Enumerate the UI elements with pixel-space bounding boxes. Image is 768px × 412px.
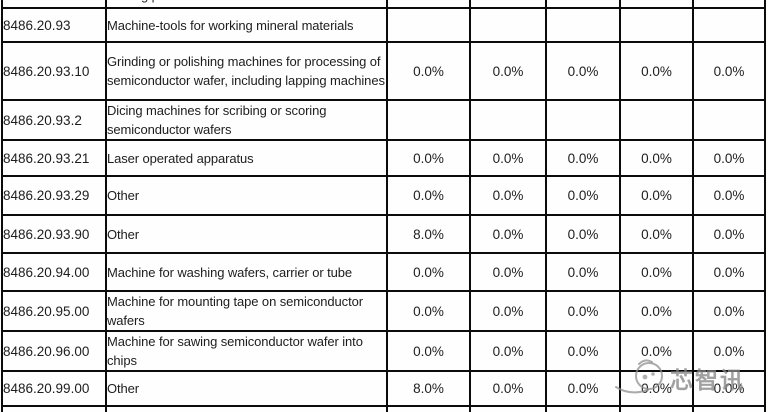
- rate-cell: 0.0%: [692, 370, 766, 407]
- rate-cell: [386, 0, 471, 9]
- rate-cell: [469, 99, 547, 141]
- rate-cell: 0.0%: [545, 252, 621, 292]
- code-cell: 8486.20.96.00: [1, 330, 107, 372]
- description-cell: Machine-tools for working mineral materi…: [105, 7, 388, 43]
- rate-cell: 0.0%: [619, 370, 694, 407]
- rate-cell: 0.0%: [692, 41, 766, 101]
- description-cell: Machine for mounting tape on semiconduct…: [105, 290, 388, 332]
- rate-cell: 0.0%: [386, 139, 471, 177]
- description-cell: Laser operated apparatus: [105, 139, 388, 177]
- rate-cell: 0.0%: [469, 290, 547, 332]
- code-cell: 8486.20.93.2: [1, 99, 107, 141]
- rate-cell: 0.0%: [386, 175, 471, 216]
- code-cell: 8486.20.93: [1, 7, 107, 43]
- rate-cell: 0.0%: [619, 214, 694, 254]
- rate-cell: [692, 0, 766, 9]
- table-row: 8486.20.93 Machine-tools for working min…: [1, 7, 766, 43]
- rate-cell: [545, 0, 621, 9]
- rate-cell: 0.0%: [692, 252, 766, 292]
- description-cell: Other: [105, 214, 388, 254]
- rate-cell: 0.0%: [386, 330, 471, 372]
- rate-cell: 0.0%: [545, 330, 621, 372]
- rate-cell: 0.0%: [619, 290, 694, 332]
- rate-cell: [692, 405, 766, 412]
- rate-cell: [545, 405, 621, 412]
- description-cell: Grinding or polishing machines for proce…: [105, 41, 388, 101]
- code-cell: 8486.20.95.00: [1, 290, 107, 332]
- description-cell: Machine for washing wafers, carrier or t…: [105, 252, 388, 292]
- rate-cell: [692, 99, 766, 141]
- clipped-text-fragment: g p: [141, 0, 159, 5]
- rate-cell: 0.0%: [692, 214, 766, 254]
- rate-cell: 0.0%: [619, 139, 694, 177]
- code-cell: 8486.20.94.00: [1, 252, 107, 292]
- table-row: 8486.20.93.21 Laser operated apparatus 0…: [1, 139, 766, 177]
- rate-cell: 0.0%: [386, 252, 471, 292]
- table-row: 8486.20.96.00 Machine for sawing semicon…: [1, 330, 766, 372]
- rate-cell: 0.0%: [386, 290, 471, 332]
- rate-cell: [619, 99, 694, 141]
- description-cell: [105, 405, 388, 412]
- code-cell: [1, 405, 107, 412]
- rate-cell: 0.0%: [469, 41, 547, 101]
- rate-cell: 0.0%: [619, 41, 694, 101]
- table-row-partial-bottom: [1, 405, 766, 412]
- rate-cell: 0.0%: [545, 139, 621, 177]
- rate-cell: [545, 99, 621, 141]
- table-row: 8486.20.94.00 Machine for washing wafers…: [1, 252, 766, 292]
- code-cell: 8486.20.93.21: [1, 139, 107, 177]
- description-cell: Other: [105, 175, 388, 216]
- table-row: 8486.20.99.00 Other 8.0% 0.0% 0.0% 0.0% …: [1, 370, 766, 407]
- table-row: 8486.20.93.29 Other 0.0% 0.0% 0.0% 0.0% …: [1, 175, 766, 216]
- description-cell: Dicing machines for scribing or scoring …: [105, 99, 388, 141]
- rate-cell: 0.0%: [545, 370, 621, 407]
- rate-cell: 0.0%: [469, 139, 547, 177]
- code-cell: 8486.20.93.29: [1, 175, 107, 216]
- rate-cell: [386, 7, 471, 43]
- rate-cell: 0.0%: [469, 330, 547, 372]
- table-row-partial-top: g p: [1, 0, 766, 9]
- rate-cell: [545, 7, 621, 43]
- rate-cell: [692, 7, 766, 43]
- rate-cell: [619, 0, 694, 9]
- rate-cell: 0.0%: [619, 252, 694, 292]
- rate-cell: 8.0%: [386, 370, 471, 407]
- code-cell: 8486.20.99.00: [1, 370, 107, 407]
- table-row: 8486.20.93.2 Dicing machines for scribin…: [1, 99, 766, 141]
- rate-cell: 0.0%: [386, 41, 471, 101]
- rate-cell: 0.0%: [619, 330, 694, 372]
- rate-cell: 0.0%: [545, 41, 621, 101]
- rate-cell: [469, 0, 547, 9]
- code-cell: 8486.20.93.10: [1, 41, 107, 101]
- rate-cell: [619, 7, 694, 43]
- code-cell: [1, 0, 107, 9]
- rate-cell: [619, 405, 694, 412]
- rate-cell: 0.0%: [545, 290, 621, 332]
- rate-cell: [469, 7, 547, 43]
- rate-cell: 0.0%: [469, 214, 547, 254]
- rate-cell: [469, 405, 547, 412]
- table-row: 8486.20.93.10 Grinding or polishing mach…: [1, 41, 766, 101]
- rate-cell: 0.0%: [469, 370, 547, 407]
- rate-cell: 0.0%: [692, 175, 766, 216]
- rate-cell: 0.0%: [469, 175, 547, 216]
- rate-cell: [386, 405, 471, 412]
- rate-cell: 0.0%: [692, 290, 766, 332]
- description-cell: Machine for sawing semiconductor wafer i…: [105, 330, 388, 372]
- description-cell: g p: [105, 0, 388, 9]
- rate-cell: 0.0%: [619, 175, 694, 216]
- rate-cell: 0.0%: [692, 139, 766, 177]
- rate-cell: [386, 99, 471, 141]
- rate-cell: 0.0%: [545, 175, 621, 216]
- code-cell: 8486.20.93.90: [1, 214, 107, 254]
- rate-cell: 0.0%: [545, 214, 621, 254]
- rate-cell: 0.0%: [469, 252, 547, 292]
- rate-cell: 8.0%: [386, 214, 471, 254]
- description-cell: Other: [105, 370, 388, 407]
- table-row: 8486.20.93.90 Other 8.0% 0.0% 0.0% 0.0% …: [1, 214, 766, 254]
- rate-cell: 0.0%: [692, 330, 766, 372]
- table-row: 8486.20.95.00 Machine for mounting tape …: [1, 290, 766, 332]
